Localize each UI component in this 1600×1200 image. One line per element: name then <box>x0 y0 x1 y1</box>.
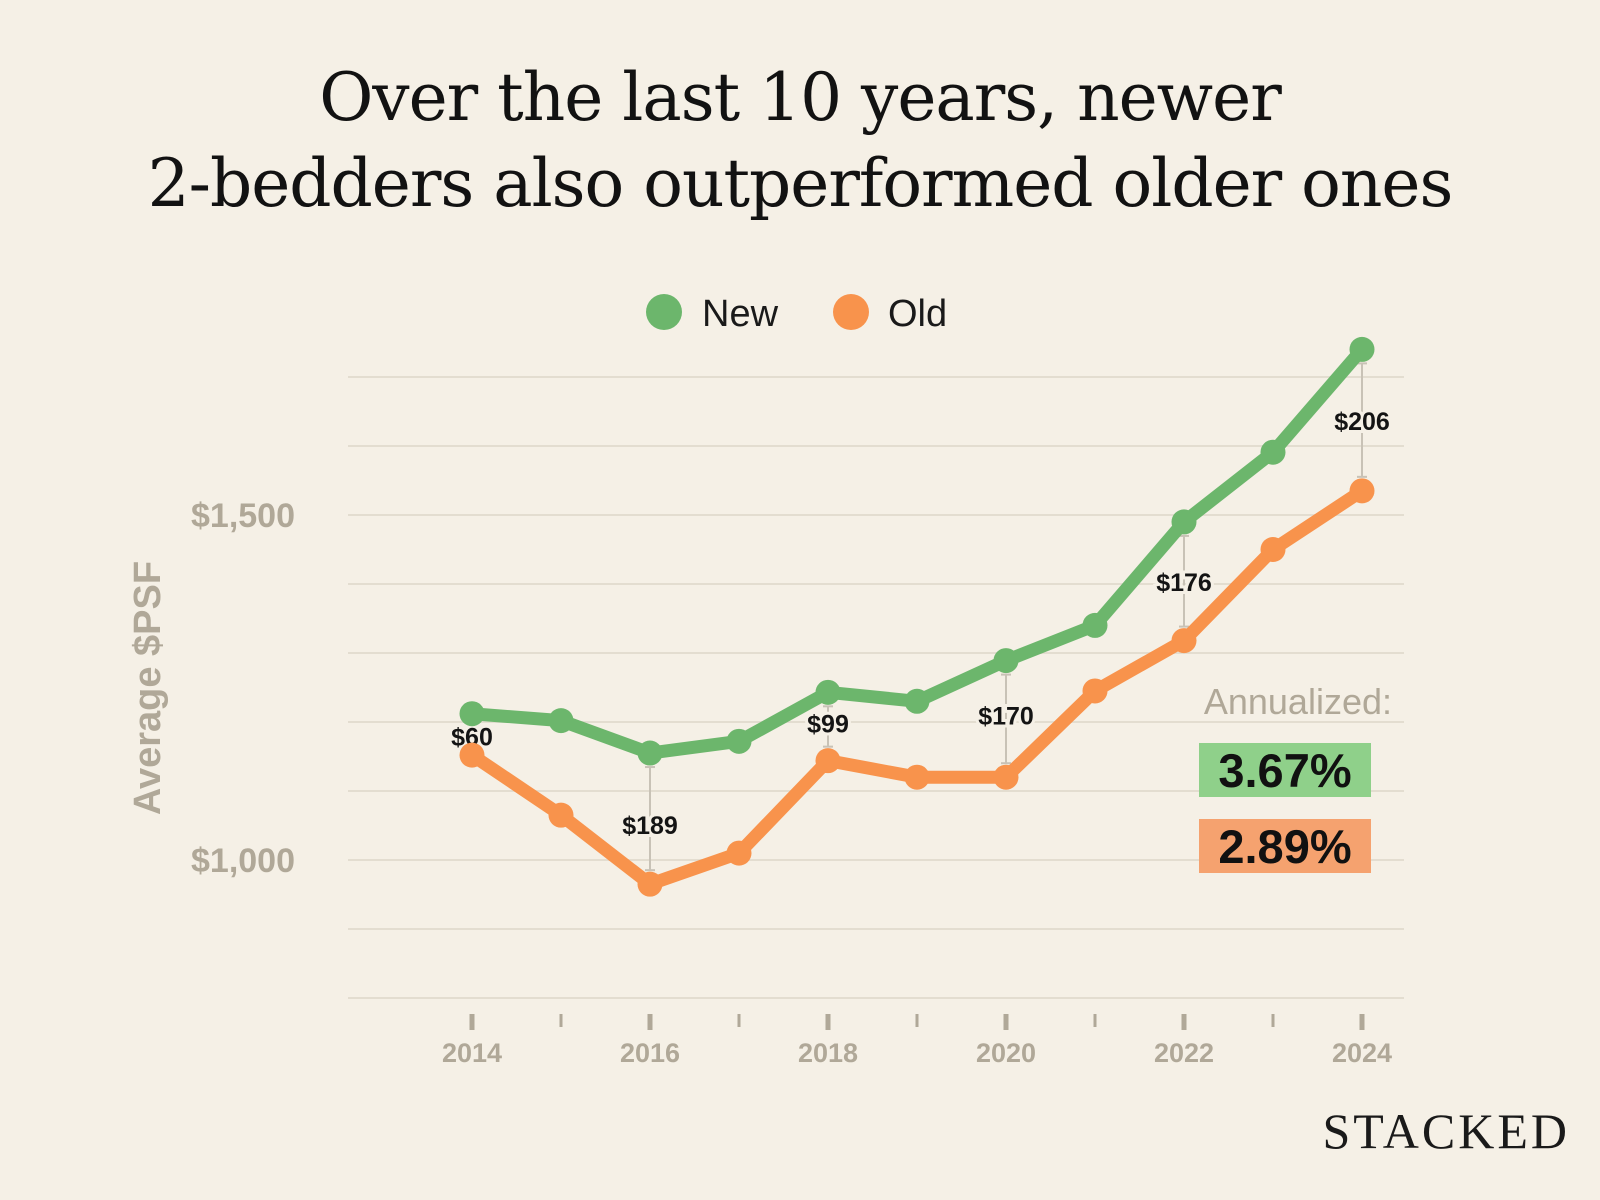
data-point <box>1082 678 1108 704</box>
data-point <box>1349 336 1375 362</box>
chart-title-line-2: 2-bedders also outperformed older ones <box>147 145 1454 222</box>
annualized-old-badge <box>1199 819 1371 873</box>
x-tick-label: 2018 <box>798 1038 858 1068</box>
gap-label: $176 <box>1156 569 1212 597</box>
legend: New Old <box>646 293 947 335</box>
data-point <box>637 740 663 766</box>
gap-label: $99 <box>807 710 849 738</box>
annualized-label: Annualized: <box>1204 681 1392 722</box>
data-point <box>1082 612 1108 638</box>
data-point <box>904 764 930 790</box>
gap-bar <box>1179 534 1189 628</box>
legend-label-old: Old <box>888 293 947 335</box>
data-point <box>726 840 752 866</box>
gap-bar <box>1357 362 1367 478</box>
legend-label-new: New <box>702 293 779 335</box>
legend-marker-new <box>646 294 682 330</box>
gap-bar <box>645 766 655 872</box>
y-axis-label: Average $PSF <box>127 561 169 815</box>
data-point <box>548 708 574 734</box>
gap-annotations: $60$189$99 $170$176$206 <box>448 362 1393 872</box>
data-point <box>459 701 485 727</box>
x-tick-label: 2022 <box>1154 1038 1214 1068</box>
brand-logo: STACKED <box>1322 1103 1570 1159</box>
y-tick-label: $1,000 <box>191 842 295 880</box>
gap-bar <box>467 726 477 743</box>
y-tick-label: $1,500 <box>191 497 295 535</box>
annualized-callout: Annualized: 3.67% 2.89% <box>1199 681 1392 873</box>
data-point <box>1260 439 1286 465</box>
gap-label: $189 <box>622 812 678 840</box>
chart-title: Over the last 10 years, newer 2-bedders … <box>0 55 1600 227</box>
gap-bar <box>1001 673 1011 765</box>
data-point <box>993 764 1019 790</box>
series-old <box>459 478 1375 897</box>
data-point <box>993 648 1019 674</box>
data-point <box>904 688 930 714</box>
data-point <box>637 871 663 897</box>
legend-marker-old <box>833 294 869 330</box>
data-point <box>815 748 841 774</box>
x-tick-label: 2024 <box>1332 1038 1392 1068</box>
gap-bar <box>823 705 833 748</box>
chart-title-line-1: Over the last 10 years, newer <box>319 59 1282 136</box>
series-new <box>459 336 1375 766</box>
data-point <box>815 679 841 705</box>
gap-label: $170 <box>978 702 1034 730</box>
x-tick-label: 2020 <box>976 1038 1036 1068</box>
data-point <box>1349 478 1375 504</box>
data-point <box>726 728 752 754</box>
x-axis: 2014 2016 2018 2020 2022 2024 <box>442 1014 1392 1068</box>
data-point <box>548 802 574 828</box>
data-point <box>1260 537 1286 562</box>
annualized-new-badge <box>1199 743 1371 797</box>
x-tick-label: 2014 <box>442 1038 502 1068</box>
data-point <box>1171 509 1197 535</box>
x-tick-label: 2016 <box>620 1038 680 1068</box>
data-point <box>1171 628 1197 654</box>
gap-label: $206 <box>1334 408 1390 436</box>
annualized-new-value: 3.67% <box>1218 744 1351 797</box>
data-point <box>459 742 485 768</box>
annualized-old-value: 2.89% <box>1218 820 1351 873</box>
